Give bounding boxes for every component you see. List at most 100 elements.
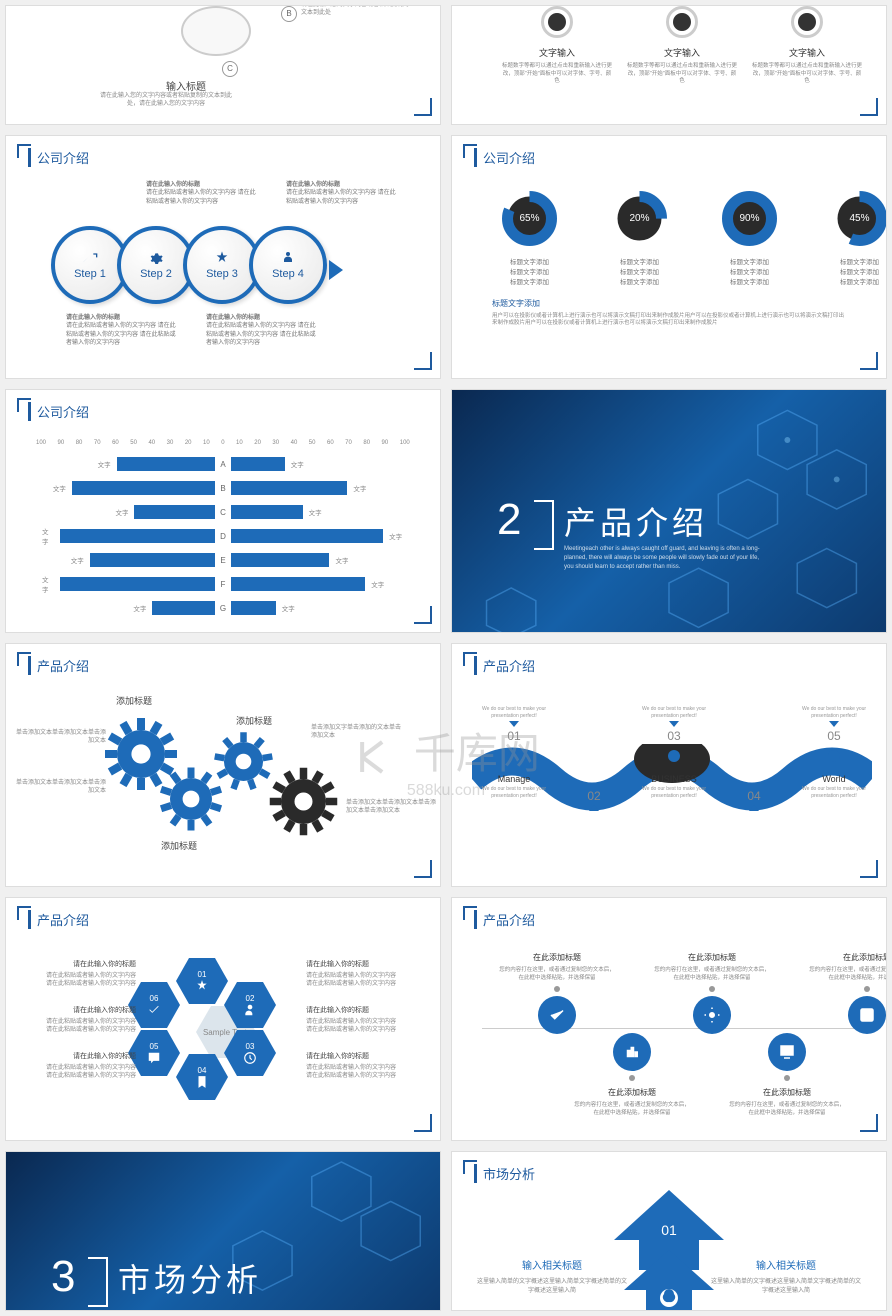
corner-decoration bbox=[860, 98, 878, 116]
slide-title: 公司介绍 bbox=[28, 402, 89, 421]
col-title: 文字输入 bbox=[627, 46, 737, 59]
bot-text-1: 请在此输入你的标题请在此粘贴或者输入你的文字内容 请在此粘贴或者输入你的文字内容… bbox=[66, 314, 176, 348]
tornado-row: 文字 C 文字 bbox=[36, 503, 410, 521]
slide-1-partial: B C 输入标题 请在此输入您的文字内容或者粘贴复制的文本到此处，请在此输入您的… bbox=[5, 5, 441, 125]
donut-item: 45% 标题文字添加标题文字添加标题文字添加 bbox=[822, 191, 887, 287]
top-text-1: 请在此输入你的标题请在此粘贴或者输入你的文字内容 请在此粘贴或者输入你的文字内容 bbox=[146, 181, 256, 206]
gear-title-3: 添加标题 bbox=[161, 839, 197, 852]
corner-decoration bbox=[860, 352, 878, 370]
slide-4-donuts: 公司介绍 65% 标题文字添加标题文字添加标题文字添加 20% 标题文字添加标题… bbox=[451, 135, 887, 379]
title: 输入标题 bbox=[166, 78, 206, 93]
corner-decoration bbox=[414, 860, 432, 878]
wave-item: We do our best to make your presentation… bbox=[479, 706, 549, 799]
label-b: B bbox=[281, 6, 297, 22]
wave-item: We do our best to make your presentation… bbox=[639, 706, 709, 799]
donut-item: 20% 标题文字添加标题文字添加标题文字添加 bbox=[602, 191, 677, 287]
col-desc: 标题数字等都可以通过点击和重新输入进行更改，顶部"开始"面板中可以对字体、字号、… bbox=[752, 63, 862, 86]
slide-11-section: 3 市场分析 bbox=[5, 1151, 441, 1311]
timeline-item: 在此添加标题您的内容打在这里，或者通过复制您的文本后，在此框中选择粘贴，并选择保… bbox=[497, 946, 617, 1034]
bracket bbox=[534, 500, 554, 550]
slide-title: 公司介绍 bbox=[28, 148, 89, 167]
top-text-2: 请在此输入你的标题请在此粘贴或者输入你的文字内容 请在此粘贴或者输入你的文字内容 bbox=[286, 181, 396, 206]
section-number: 3 bbox=[51, 1252, 75, 1302]
col-title: 文字输入 bbox=[502, 46, 612, 59]
hex-text: 请在此输入你的标题请在此粘贴或者输入你的文字内容请在此粘贴或者输入你的文字内容 bbox=[306, 960, 426, 989]
tornado-row: 文字 G 文字 bbox=[36, 599, 410, 617]
wave-item: We do our best to make your presentation… bbox=[799, 706, 869, 799]
hex-text: 请在此输入你的标题请在此粘贴或者输入你的文字内容请在此粘贴或者输入你的文字内容 bbox=[16, 1006, 136, 1035]
ring-icon bbox=[541, 6, 573, 38]
slide-7-gears: 产品介绍 添加标题 添加标题 添加标题 单击添加文本单击添加文本单击添加文本 单… bbox=[5, 643, 441, 887]
gear-icon-4 bbox=[266, 764, 341, 839]
slide-5-tornado: 公司介绍 10090807060504030201001020304050607… bbox=[5, 389, 441, 633]
slide-6-section: 2 产品介绍 Meetingeach other is always caugh… bbox=[451, 389, 887, 633]
corner-decoration bbox=[414, 606, 432, 624]
bot-text-2: 请在此输入你的标题请在此粘贴或者输入你的文字内容 请在此粘贴或者输入你的文字内容… bbox=[206, 314, 316, 348]
wave-item: 04 bbox=[719, 789, 789, 813]
section-title: 产品介绍 bbox=[564, 498, 708, 544]
section-title: 市场分析 bbox=[118, 1255, 262, 1301]
section-number: 2 bbox=[497, 495, 521, 545]
timeline-item: 在此添加标题您的内容打在这里，或者通过复制您的文本后，在此框中选择粘贴，并选择保… bbox=[727, 1033, 847, 1117]
col-desc: 标题数字等都可以通过点击和重新输入进行更改，顶部"开始"面板中可以对字体、字号、… bbox=[627, 63, 737, 86]
gear-text-3: 单击添加文字单击添加的文本单击添加文本 bbox=[311, 724, 401, 741]
col-desc: 标题数字等都可以通过点击和重新输入进行更改，顶部"开始"面板中可以对字体、字号、… bbox=[502, 63, 612, 86]
slide-12-arrows: 市场分析 01 输入相关标题 这里输入简单的文字概述这里输入简单文字概述简单的文… bbox=[451, 1151, 887, 1311]
timeline-item: 在此添加标题您的内容打在这里，或者通过复制您的文本后，在此框中选择粘贴，并选择保… bbox=[652, 946, 772, 1034]
subtitle: 请在此输入您的文字内容或者粘贴复制的文本到此处，请在此输入您的文字内容 bbox=[96, 92, 236, 109]
label-c: C bbox=[222, 61, 238, 77]
slide-title: 产品介绍 bbox=[474, 656, 535, 675]
donut-item: 90% 标题文字添加标题文字添加标题文字添加 bbox=[712, 191, 787, 287]
slide-title: 市场分析 bbox=[474, 1164, 535, 1183]
gear-text-1: 单击添加文本单击添加文本单击添加文本 bbox=[16, 729, 106, 746]
gear-title-1: 添加标题 bbox=[116, 694, 152, 707]
col-title: 文字输入 bbox=[752, 46, 862, 59]
section-sub: Meetingeach other is always caught off g… bbox=[564, 545, 764, 572]
gear-text-4: 单击添加文本单击添加文本单击添加文本单击添加文本 bbox=[346, 799, 436, 816]
footer-text: 用户可以在投影仪或者计算机上进行演示也可以将演示文稿打印出来制作成胶片用户可以在… bbox=[492, 313, 846, 328]
col-2: 文字输入 标题数字等都可以通过点击和重新输入进行更改，顶部"开始"面板中可以对字… bbox=[627, 6, 737, 86]
slide-9-hexcluster: 产品介绍 Sample Text. 01 02 03 04 05 06 请在此输… bbox=[5, 897, 441, 1141]
right-text: 输入相关标题 这里输入简单的文字概述这里输入简单文字概述简单的文字概述这里输入简 bbox=[711, 1257, 861, 1296]
slide-title: 产品介绍 bbox=[28, 656, 89, 675]
col-1: 文字输入 标题数字等都可以通过点击和重新输入进行更改，顶部"开始"面板中可以对字… bbox=[502, 6, 612, 86]
arrow-num: 01 bbox=[661, 1222, 677, 1238]
footer-title: 标题文字添加 bbox=[492, 298, 846, 309]
arrow-stack: 01 bbox=[614, 1190, 724, 1311]
footer: 标题文字添加 用户可以在投影仪或者计算机上进行演示也可以将演示文稿打印出来制作成… bbox=[492, 298, 846, 328]
slide-2-partial: 文字输入 标题数字等都可以通过点击和重新输入进行更改，顶部"开始"面板中可以对字… bbox=[451, 5, 887, 125]
wave-item: 02 bbox=[559, 789, 629, 813]
tornado-row: 文字 B 文字 bbox=[36, 479, 410, 497]
step-4: Step 4 bbox=[249, 226, 327, 304]
hex-01: 01 bbox=[176, 958, 228, 1004]
axis: 1009080706050403020100102030405060708090… bbox=[36, 440, 410, 446]
hex-text: 请在此输入你的标题请在此粘贴或者输入你的文字内容请在此粘贴或者输入你的文字内容 bbox=[306, 1052, 426, 1081]
slide-3-steps: 公司介绍 请在此输入你的标题请在此粘贴或者输入你的文字内容 请在此粘贴或者输入你… bbox=[5, 135, 441, 379]
ring-icon bbox=[791, 6, 823, 38]
col-3: 文字输入 标题数字等都可以通过点击和重新输入进行更改，顶部"开始"面板中可以对字… bbox=[752, 6, 862, 86]
donut-item: 65% 标题文字添加标题文字添加标题文字添加 bbox=[492, 191, 567, 287]
hex-text: 请在此输入你的标题请在此粘贴或者输入你的文字内容请在此粘贴或者输入你的文字内容 bbox=[16, 960, 136, 989]
slide-title: 公司介绍 bbox=[474, 148, 535, 167]
timeline-item: 在此添加标题您的内容打在这里，或者通过复制您的文本后，在此框中选择粘贴，并选择保… bbox=[572, 1033, 692, 1117]
corner-decoration bbox=[414, 352, 432, 370]
tornado-row: 文字 D 文字 bbox=[36, 527, 410, 545]
tornado-row: 文字 E 文字 bbox=[36, 551, 410, 569]
slide-10-timeline: 产品介绍 在此添加标题您的内容打在这里，或者通过复制您的文本后，在此框中选择粘贴… bbox=[451, 897, 887, 1141]
hex-text: 请在此输入你的标题请在此粘贴或者输入你的文字内容请在此粘贴或者输入你的文字内容 bbox=[16, 1052, 136, 1081]
tornado-chart: 文字 A 文字 文字 B 文字 文字 C 文字 文字 D 文字 文字 E 文字 … bbox=[36, 455, 410, 623]
slide-title: 产品介绍 bbox=[28, 910, 89, 929]
steps-wrap: Step 1 Step 2 Step 3 Step 4 bbox=[51, 226, 327, 304]
slide-title: 产品介绍 bbox=[474, 910, 535, 929]
tornado-row: 文字 F 文字 bbox=[36, 575, 410, 593]
hex-text: 请在此输入你的标题请在此粘贴或者输入你的文字内容请在此粘贴或者输入你的文字内容 bbox=[306, 1006, 426, 1035]
gear-text-2: 单击添加文本单击添加文本单击添加文本 bbox=[16, 779, 106, 796]
hex-04: 04 bbox=[176, 1054, 228, 1100]
donut-row: 65% 标题文字添加标题文字添加标题文字添加 20% 标题文字添加标题文字添加标… bbox=[492, 191, 887, 287]
corner-decoration bbox=[414, 1114, 432, 1132]
slide-8-wave: 产品介绍 We do our best to make your present… bbox=[451, 643, 887, 887]
tornado-row: 文字 A 文字 bbox=[36, 455, 410, 473]
corner-decoration bbox=[414, 98, 432, 116]
image-circle bbox=[181, 6, 251, 56]
text-b: 请在此输入您的文字内容或者粘贴复制的文本到此处 bbox=[301, 5, 411, 18]
